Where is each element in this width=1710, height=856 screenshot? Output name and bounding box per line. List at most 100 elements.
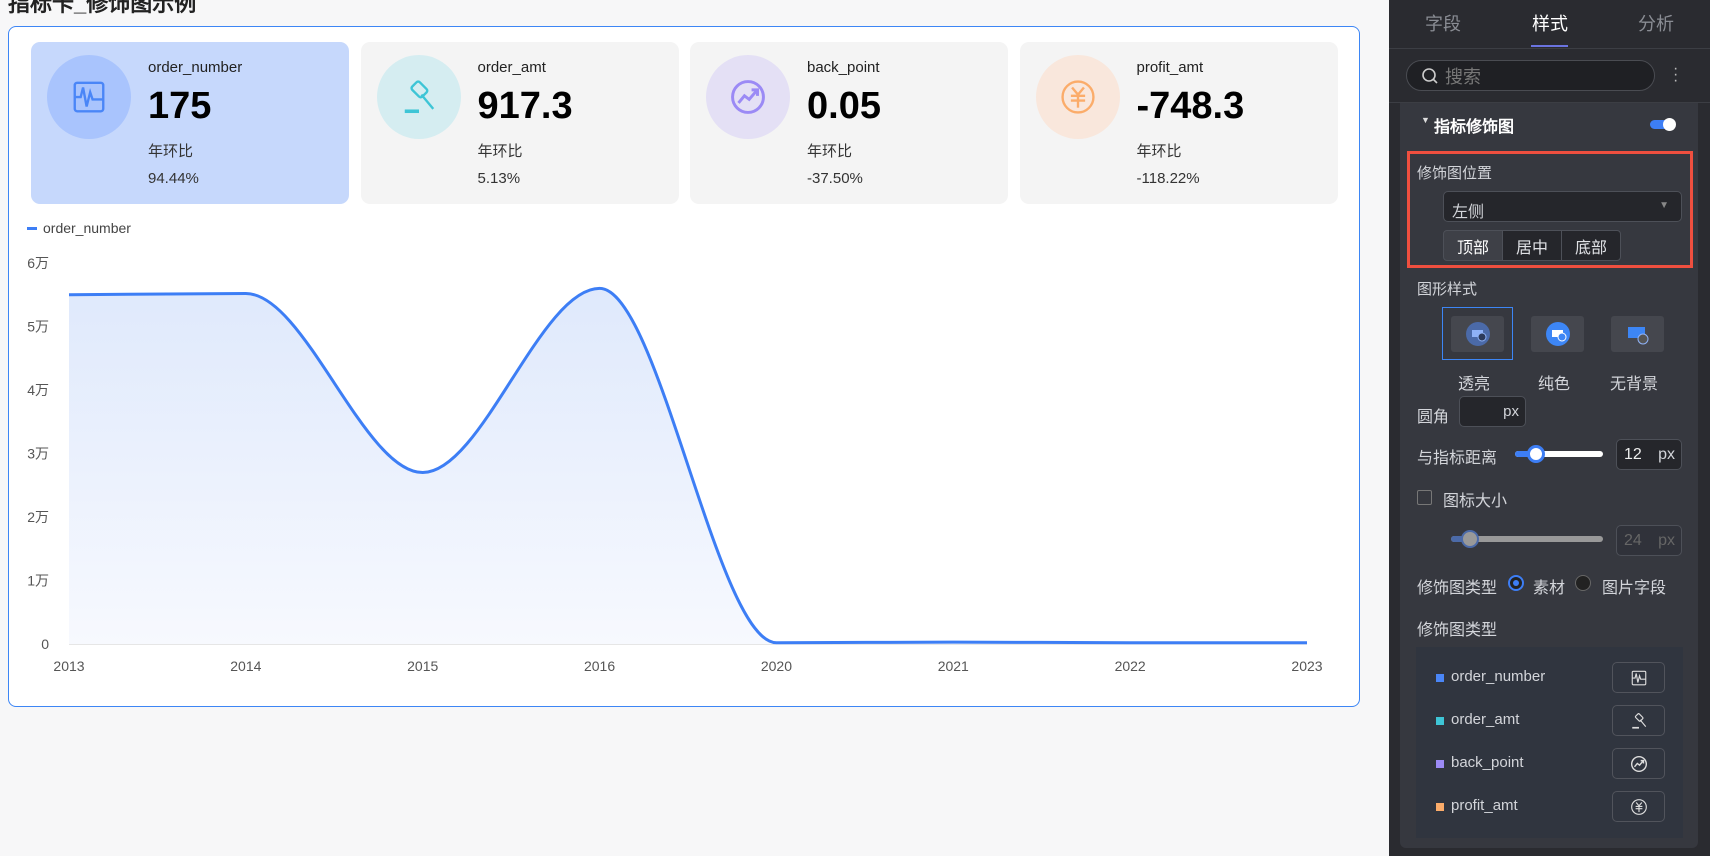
search-input[interactable]: 搜索 <box>1406 60 1655 91</box>
pulse-chart-icon <box>1631 670 1646 685</box>
icon-picker-button[interactable] <box>1612 748 1665 779</box>
icon-type-row: order_amt <box>1416 701 1683 741</box>
page-title: 指标卡_修饰图示例 <box>8 0 197 16</box>
legend-label: order_number <box>43 220 131 236</box>
kpi-compare-label: 年环比 <box>807 143 853 160</box>
card-icon <box>1545 322 1570 346</box>
yuan-icon <box>1630 798 1647 815</box>
kpi-card-order-number[interactable]: order_number 175 年环比 94.44% <box>31 42 349 204</box>
pulse-chart-icon <box>73 81 105 113</box>
icon-picker-button[interactable] <box>1612 705 1665 736</box>
kpi-name: back_point <box>807 59 880 76</box>
slider-thumb[interactable] <box>1527 445 1545 463</box>
x-tick-label: 2020 <box>761 658 792 674</box>
x-tick-label: 2016 <box>584 658 615 674</box>
position-select-value: 左侧 <box>1452 204 1485 221</box>
vertical-middle-button[interactable]: 居中 <box>1502 230 1562 261</box>
position-select[interactable]: 左侧 ▼ <box>1443 191 1682 222</box>
tab-style[interactable]: 样式 <box>1532 14 1568 34</box>
series-name: order_number <box>1451 668 1546 685</box>
shape-selected-border <box>1442 307 1513 360</box>
distance-slider[interactable] <box>1515 445 1603 463</box>
chart-legend[interactable]: order_number <box>27 220 131 236</box>
kpi-name: profit_amt <box>1136 59 1204 76</box>
kpi-chart-widget[interactable]: order_number 175 年环比 94.44% order_amt 91… <box>8 26 1360 707</box>
more-icon[interactable]: · · · <box>1673 60 1679 89</box>
card-icon <box>1465 322 1490 346</box>
type-label: 修饰图类型 <box>1417 580 1498 597</box>
icon-size-slider[interactable] <box>1451 530 1603 548</box>
unit-label: px <box>1658 532 1675 549</box>
type-list-label: 修饰图类型 <box>1417 622 1498 639</box>
trend-circle-icon <box>731 80 765 114</box>
tab-fields[interactable]: 字段 <box>1425 14 1461 34</box>
y-tick-label: 3万 <box>27 446 49 462</box>
section-title: 指标修饰图 <box>1434 119 1515 136</box>
shape-nobg-option[interactable] <box>1611 316 1664 352</box>
distance-input[interactable]: 12 px <box>1616 439 1682 470</box>
y-tick-label: 1万 <box>27 573 49 589</box>
series-name: order_amt <box>1451 711 1520 728</box>
kpi-icon-circle <box>706 55 790 139</box>
y-tick-label: 6万 <box>27 255 49 271</box>
series-color-swatch <box>1436 760 1444 768</box>
x-tick-label: 2022 <box>1115 658 1146 674</box>
kpi-compare-value: 94.44% <box>148 170 199 187</box>
shape-solid-label: 纯色 <box>1538 376 1571 393</box>
series-color-swatch <box>1436 803 1444 811</box>
kpi-icon-circle <box>1035 55 1120 139</box>
kpi-icon-circle <box>376 55 461 139</box>
kpi-compare-value: -37.50% <box>807 170 863 187</box>
icon-picker-button[interactable] <box>1612 791 1665 822</box>
kpi-card-back-point[interactable]: back_point 0.05 年环比 -37.50% <box>690 42 1008 204</box>
kpi-compare-value: 5.13% <box>477 170 521 187</box>
kpi-icon-circle <box>47 55 131 139</box>
vertical-top-button[interactable]: 顶部 <box>1443 230 1503 261</box>
type-image-field-label[interactable]: 图片字段 <box>1602 580 1667 597</box>
collapse-caret-icon[interactable]: ▼ <box>1421 115 1430 125</box>
type-material-label[interactable]: 素材 <box>1533 580 1566 597</box>
search-placeholder: 搜索 <box>1445 66 1481 87</box>
icon-size-checkbox[interactable] <box>1417 490 1432 505</box>
shape-transparent-option[interactable] <box>1451 316 1504 352</box>
x-tick-label: 2023 <box>1291 658 1322 674</box>
kpi-card-profit-amt[interactable]: profit_amt -748.3 年环比 -118.22% <box>1019 42 1338 204</box>
divider <box>1389 48 1710 49</box>
icon-size-input[interactable]: 24 px <box>1616 525 1682 556</box>
distance-label: 与指标距离 <box>1417 450 1498 467</box>
kpi-compare-label: 年环比 <box>477 143 523 160</box>
kpi-compare-label: 年环比 <box>148 143 194 160</box>
tab-analysis[interactable]: 分析 <box>1638 14 1674 34</box>
icon-type-row: order_number <box>1416 658 1683 698</box>
active-tab-indicator <box>1531 45 1568 47</box>
x-tick-label: 2013 <box>53 658 84 674</box>
y-tick-label: 4万 <box>27 382 49 398</box>
y-tick-label: 2万 <box>27 509 49 525</box>
type-material-radio[interactable] <box>1508 575 1524 591</box>
vertical-bottom-button[interactable]: 底部 <box>1561 230 1621 261</box>
series-color-swatch <box>1436 717 1444 725</box>
kpi-name: order_number <box>148 59 243 76</box>
unit-label: px <box>1658 446 1675 463</box>
yuan-icon <box>1060 80 1095 114</box>
icon-size-label: 图标大小 <box>1443 493 1508 510</box>
icon-picker-button[interactable] <box>1612 662 1665 693</box>
icon-type-row: back_point <box>1416 744 1683 784</box>
type-image-field-radio[interactable] <box>1575 575 1591 591</box>
icon-size-value: 24 <box>1624 532 1642 549</box>
icon-type-list: order_number order_amt back_point profit… <box>1416 647 1683 838</box>
style-panel: 字段 样式 分析 搜索 · · · ▼ 指标修饰图 修饰图位置 左侧 ▼ 顶部 居中… <box>1389 0 1710 856</box>
position-label: 修饰图位置 <box>1417 165 1493 182</box>
kpi-card-order-amt[interactable]: order_amt 917.3 年环比 5.13% <box>360 42 679 204</box>
series-line-order-number <box>68 286 1307 645</box>
radius-input[interactable]: px <box>1459 396 1526 427</box>
kpi-compare-label: 年环比 <box>1136 143 1182 160</box>
shape-solid-option[interactable] <box>1531 316 1584 352</box>
icon-type-row: profit_amt <box>1416 787 1683 827</box>
series-color-swatch <box>1436 674 1444 682</box>
section-toggle[interactable] <box>1650 118 1676 131</box>
gavel-icon <box>404 80 434 114</box>
kpi-name: order_amt <box>477 59 546 76</box>
x-tick-label: 2015 <box>407 658 438 674</box>
kpi-value: 917.3 <box>477 85 573 127</box>
